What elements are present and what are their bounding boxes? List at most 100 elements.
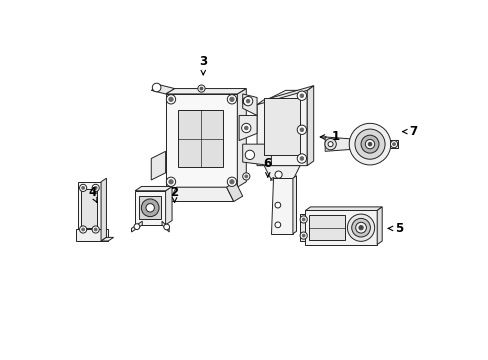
Polygon shape [239,116,257,140]
Circle shape [297,91,306,100]
Circle shape [327,141,332,147]
Circle shape [297,125,306,134]
Circle shape [354,129,384,159]
Circle shape [302,218,305,221]
Polygon shape [306,86,313,166]
Polygon shape [165,186,172,225]
Polygon shape [305,207,382,211]
Circle shape [244,150,254,159]
Polygon shape [292,176,296,234]
Circle shape [146,204,154,212]
Polygon shape [264,98,300,155]
Circle shape [94,186,97,189]
Circle shape [367,142,371,146]
Polygon shape [257,86,313,105]
Circle shape [300,216,306,223]
Circle shape [351,219,369,237]
Circle shape [229,180,234,184]
Circle shape [94,228,97,231]
Polygon shape [101,237,113,241]
Circle shape [92,184,99,192]
Polygon shape [300,214,305,241]
Polygon shape [325,137,349,151]
Polygon shape [237,89,246,187]
Text: 2: 2 [170,186,178,202]
Polygon shape [139,196,161,220]
Circle shape [80,184,86,192]
Text: 3: 3 [199,55,207,75]
Polygon shape [178,110,223,167]
Circle shape [302,234,305,237]
Polygon shape [271,178,292,234]
Circle shape [244,126,247,130]
Circle shape [198,85,204,92]
Polygon shape [78,182,101,241]
Polygon shape [226,182,242,202]
Circle shape [166,177,175,186]
Polygon shape [165,89,246,94]
Circle shape [392,143,395,145]
Text: 4: 4 [88,186,97,202]
Circle shape [389,140,397,148]
Circle shape [168,180,173,184]
Polygon shape [389,140,397,148]
Polygon shape [151,151,165,180]
Circle shape [200,87,203,90]
Polygon shape [169,187,233,202]
Circle shape [360,135,378,153]
Text: 7: 7 [402,125,416,138]
Circle shape [81,186,84,189]
Polygon shape [81,189,97,228]
Circle shape [134,224,140,229]
Circle shape [81,228,84,231]
Circle shape [324,138,336,150]
Text: 5: 5 [387,222,402,235]
Circle shape [227,95,236,104]
Polygon shape [308,215,344,240]
Circle shape [166,95,175,104]
Circle shape [227,177,236,186]
Circle shape [229,97,234,102]
Circle shape [300,232,306,239]
Polygon shape [101,178,106,241]
Circle shape [355,222,366,233]
Circle shape [141,199,159,217]
Polygon shape [264,166,300,180]
Circle shape [168,97,173,102]
Circle shape [242,173,249,180]
Circle shape [244,175,247,178]
Polygon shape [151,85,174,94]
Polygon shape [76,229,108,241]
Polygon shape [242,94,257,116]
Circle shape [274,222,280,228]
Circle shape [244,100,247,103]
Polygon shape [257,90,306,166]
Circle shape [274,171,282,178]
Circle shape [274,202,280,208]
Polygon shape [135,186,172,191]
Polygon shape [135,191,165,225]
Polygon shape [131,221,142,232]
Circle shape [297,154,306,163]
Circle shape [163,224,169,230]
Circle shape [300,128,303,132]
Polygon shape [242,144,271,166]
Circle shape [92,226,99,233]
Circle shape [246,99,249,103]
Circle shape [80,226,86,233]
Circle shape [152,83,161,92]
Text: 1: 1 [320,130,339,144]
Circle shape [241,123,250,133]
Circle shape [346,214,374,241]
Polygon shape [162,221,169,232]
Circle shape [243,96,252,106]
Circle shape [300,157,303,160]
Circle shape [242,98,249,105]
Polygon shape [305,211,376,244]
Circle shape [365,139,374,149]
Circle shape [358,226,363,230]
Polygon shape [376,207,382,244]
Circle shape [348,123,390,165]
Circle shape [300,94,303,98]
Text: 6: 6 [263,157,271,177]
